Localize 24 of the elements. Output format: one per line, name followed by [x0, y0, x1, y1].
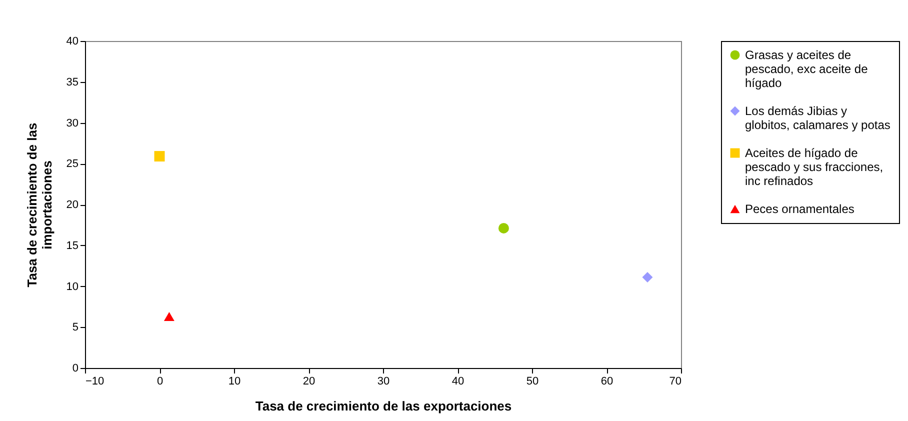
- legend-label: Peces ornamentales: [745, 202, 854, 216]
- x-tick-label: −10: [86, 376, 104, 388]
- x-tick-label: 60: [600, 376, 614, 388]
- legend-label: Aceites de hígado de pescado y sus fracciones, inc refinados: [745, 146, 884, 188]
- x-tick-label: 0: [156, 376, 164, 388]
- legend-label: Grasas y aceites de pescado, exc aceite de hígado: [745, 48, 868, 90]
- x-tick-label: 10: [228, 376, 241, 388]
- legend-label: Los demás Jibias y globitos, calamares y potas: [745, 104, 890, 132]
- y-tick-label: 20: [66, 199, 78, 211]
- y-tick-label: 0: [72, 362, 78, 374]
- y-tick-label: 10: [66, 280, 78, 293]
- y-tick-label: 25: [66, 158, 78, 170]
- y-tick-label: 35: [66, 76, 78, 88]
- y-axis-title: Tasa de crecimiento de las importaciones: [24, 122, 54, 288]
- y-tick-label: 40: [66, 36, 78, 48]
- x-tick-label: 30: [377, 376, 390, 388]
- x-axis-title: Tasa de crecimiento de las exportaciones: [255, 398, 512, 414]
- x-tick-label: 40: [452, 376, 464, 388]
- y-tick-label: 5: [72, 322, 78, 334]
- x-tick-label: 70: [669, 376, 682, 388]
- y-tick-label: 15: [66, 240, 78, 252]
- x-tick-label: 20: [302, 376, 316, 388]
- y-tick-label: 30: [66, 117, 78, 130]
- x-tick-label: 50: [526, 376, 539, 388]
